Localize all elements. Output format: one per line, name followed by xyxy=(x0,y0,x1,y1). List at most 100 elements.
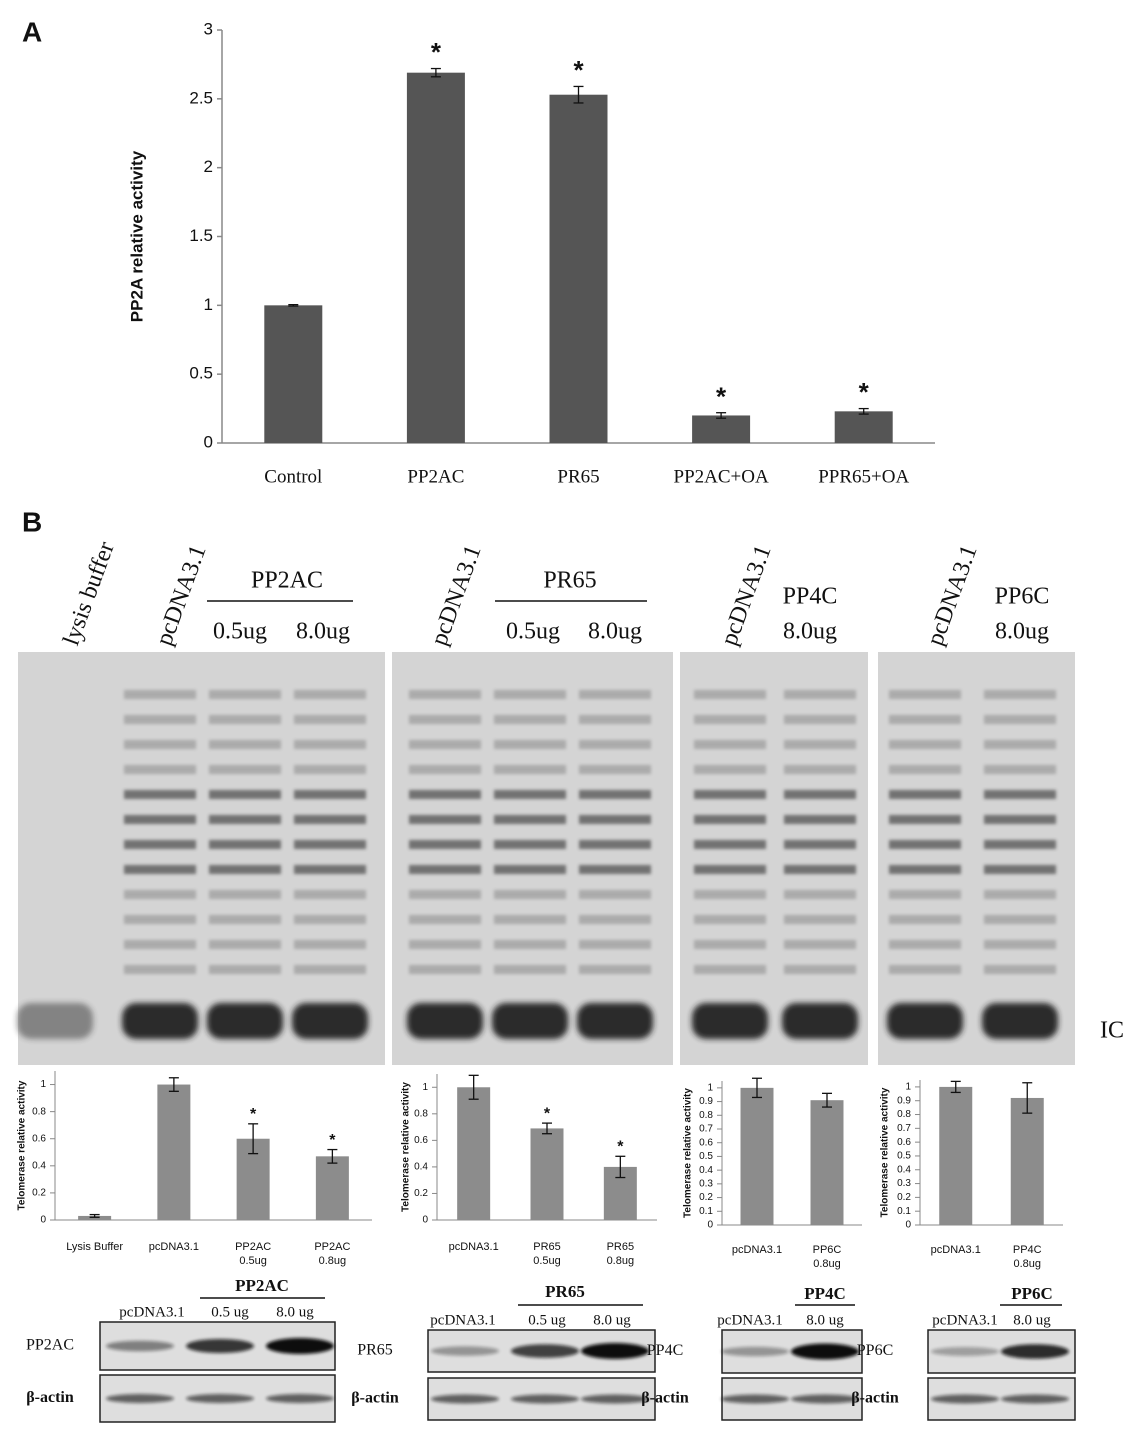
y-tick-label: 0.8 xyxy=(32,1106,46,1117)
gel-band xyxy=(209,715,281,724)
y-tick-label: 0.4 xyxy=(32,1160,46,1171)
x-tick-label: 0.8ug xyxy=(1013,1258,1041,1270)
gel-band xyxy=(209,840,281,849)
gel-band xyxy=(294,940,366,949)
gel-band xyxy=(889,765,961,774)
y-tick-label: 0.1 xyxy=(897,1206,911,1217)
y-tick-label: 0.1 xyxy=(699,1206,713,1217)
x-tick-label: 0.8ug xyxy=(319,1255,347,1267)
gel-band xyxy=(784,690,856,699)
gel-band xyxy=(409,765,481,774)
row-label: β-actin xyxy=(351,1390,399,1407)
x-tick-label: pcDNA3.1 xyxy=(149,1241,199,1253)
y-tick-label: 0.3 xyxy=(699,1178,713,1189)
y-tick-label: 0.2 xyxy=(414,1188,428,1199)
gel-band xyxy=(694,790,766,799)
gel-band xyxy=(889,915,961,924)
dose-label: 8.0 ug xyxy=(276,1304,314,1320)
gel-band xyxy=(579,915,651,924)
row-label: PP2AC xyxy=(26,1337,74,1354)
y-tick-label: 0.6 xyxy=(32,1133,46,1144)
gel-band xyxy=(889,940,961,949)
gel-band xyxy=(124,790,196,799)
gel-band xyxy=(209,690,281,699)
x-tick-label: PPR65+OA xyxy=(818,466,909,487)
y-tick-label: 0.8 xyxy=(897,1109,911,1120)
blot-band xyxy=(511,1394,579,1404)
blot-band xyxy=(581,1343,649,1359)
gel-band xyxy=(17,1003,93,1039)
gel-band xyxy=(409,815,481,824)
y-tick-label: 0.5 xyxy=(897,1151,911,1162)
lane-label: pcDNA3.1 xyxy=(922,542,982,649)
gel-band xyxy=(984,915,1056,924)
blot-band xyxy=(186,1394,254,1403)
blot-band xyxy=(791,1394,859,1404)
gel-band xyxy=(294,790,366,799)
gel-band xyxy=(124,965,196,974)
gel-band xyxy=(292,1003,368,1039)
group-label: PR65 xyxy=(543,568,596,594)
gel-band xyxy=(784,815,856,824)
x-tick-label: PP2AC xyxy=(407,466,464,487)
y-tick-label: 0 xyxy=(707,1220,713,1231)
gel-band xyxy=(124,865,196,874)
gel-band xyxy=(207,1003,283,1039)
y-tick-label: 0.8 xyxy=(414,1108,428,1119)
y-axis-label: Telomerase relative activity xyxy=(683,1088,694,1218)
gel-band xyxy=(294,740,366,749)
blot-band xyxy=(931,1347,999,1356)
blot-band xyxy=(1001,1394,1069,1404)
gel-band xyxy=(209,815,281,824)
gel-band xyxy=(409,840,481,849)
gel-band xyxy=(694,740,766,749)
gel-band xyxy=(409,965,481,974)
gel-band xyxy=(494,715,566,724)
gel-band xyxy=(124,840,196,849)
gel-band xyxy=(409,915,481,924)
gel-band xyxy=(579,965,651,974)
gel-band xyxy=(494,815,566,824)
gel-band xyxy=(494,940,566,949)
gel-band xyxy=(784,715,856,724)
row-label: PP6C xyxy=(857,1342,893,1359)
gel-marker: IC xyxy=(1100,1018,1124,1044)
y-tick-label: 1 xyxy=(422,1082,428,1093)
gel-band xyxy=(124,765,196,774)
gel-band xyxy=(294,965,366,974)
gel-band xyxy=(494,740,566,749)
gel-band xyxy=(784,840,856,849)
gel-band xyxy=(784,915,856,924)
row-label: β-actin xyxy=(851,1390,899,1407)
row-label: β-actin xyxy=(641,1390,689,1407)
bar xyxy=(740,1087,774,1225)
blot-band xyxy=(721,1346,789,1357)
x-tick-label: Control xyxy=(264,466,322,487)
bar xyxy=(939,1086,973,1225)
gel-band xyxy=(984,765,1056,774)
blot-band xyxy=(721,1394,789,1404)
bar xyxy=(1010,1097,1044,1225)
gel-band xyxy=(694,765,766,774)
bar xyxy=(264,305,323,443)
significance-mark: * xyxy=(859,377,870,407)
panel-label: B xyxy=(22,506,42,537)
gel-band xyxy=(984,790,1056,799)
y-axis-label: Telomerase relative activity xyxy=(880,1087,891,1217)
group-label: PP2AC xyxy=(251,568,323,594)
gel-band xyxy=(294,840,366,849)
gel-band xyxy=(694,965,766,974)
control-label: pcDNA3.1 xyxy=(119,1304,184,1320)
blot-band xyxy=(431,1394,499,1404)
gel-band xyxy=(209,890,281,899)
gel-band xyxy=(409,690,481,699)
gel-band xyxy=(984,890,1056,899)
gel-band xyxy=(494,790,566,799)
y-tick-label: 0.2 xyxy=(699,1192,713,1203)
y-tick-label: 0 xyxy=(422,1215,428,1226)
significance-mark: * xyxy=(617,1139,624,1156)
gel-band xyxy=(694,715,766,724)
significance-mark: * xyxy=(544,1106,551,1123)
gel-band xyxy=(122,1003,198,1039)
